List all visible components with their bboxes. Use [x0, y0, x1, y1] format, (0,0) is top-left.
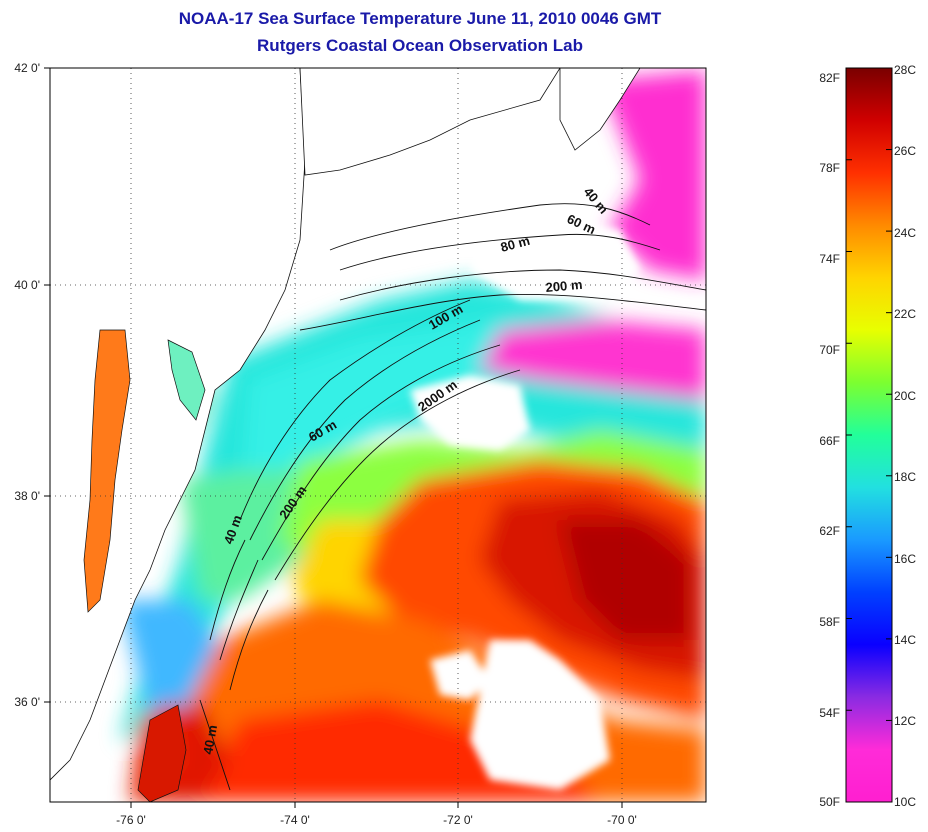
map-subtitle: Rutgers Coastal Ocean Observation Lab [257, 36, 583, 55]
lon-label: -72 0' [443, 813, 473, 827]
fahrenheit-label: 78F [819, 161, 840, 175]
colorbar-gradient [845, 67, 893, 803]
fahrenheit-label: 82F [819, 71, 840, 85]
lon-label: -70 0' [607, 813, 637, 827]
celsius-label: 26C [894, 144, 916, 158]
celsius-label: 10C [894, 795, 916, 809]
sst-field: 40 m 60 m 80 m 200 m 100 m 2000 m 60 m 2… [50, 68, 706, 802]
isobath-label: 200 m [545, 277, 583, 295]
lat-label: 40 0' [14, 278, 40, 292]
fahrenheit-label: 62F [819, 524, 840, 538]
fahrenheit-label: 74F [819, 252, 840, 266]
celsius-label: 12C [894, 714, 916, 728]
fahrenheit-label: 50F [819, 795, 840, 809]
lon-label: -74 0' [280, 813, 310, 827]
sst-map: 40 m 60 m 80 m 200 m 100 m 2000 m 60 m 2… [14, 61, 707, 827]
fahrenheit-label: 54F [819, 706, 840, 720]
fahrenheit-label: 66F [819, 434, 840, 448]
fahrenheit-label: 58F [819, 615, 840, 629]
land [50, 68, 641, 781]
map-frame [49, 67, 707, 803]
celsius-label: 28C [894, 63, 916, 77]
map-title: NOAA-17 Sea Surface Temperature June 11,… [178, 9, 662, 28]
lat-label: 42 0' [14, 61, 40, 75]
isobath-label: 40 m [200, 724, 220, 756]
temperature-colorbar: 82F 78F 74F 70F 66F 62F 58F 54F 50F 28C … [819, 63, 916, 809]
celsius-label: 24C [894, 226, 916, 240]
lat-label: 38 0' [14, 489, 40, 503]
celsius-label: 22C [894, 307, 916, 321]
celsius-label: 18C [894, 470, 916, 484]
lat-label: 36 0' [14, 695, 40, 709]
celsius-label: 14C [894, 633, 916, 647]
fahrenheit-label: 70F [819, 343, 840, 357]
celsius-label: 20C [894, 389, 916, 403]
isobath-label: 80 m [499, 233, 532, 255]
celsius-label: 16C [894, 552, 916, 566]
lon-label: -76 0' [116, 813, 146, 827]
